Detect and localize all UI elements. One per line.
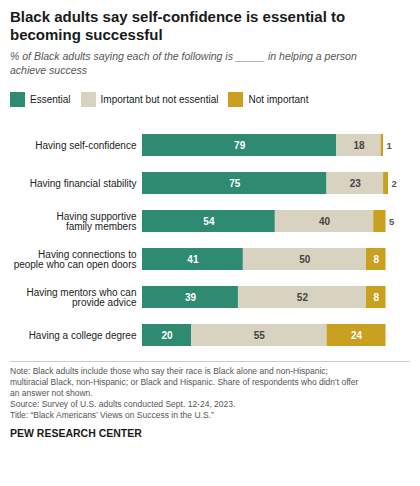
- html-text:% of Black adults saying each: % of Black adults saying each of the fol…: [10, 50, 357, 76]
- html-text:Important but not essential: Important but not essential: [100, 94, 219, 106]
- svg-text:8: 8: [373, 254, 379, 265]
- svg-text:79: 79: [234, 140, 246, 151]
- html-text:PEW RESEARCH CENTER: PEW RESEARCH CENTER: [10, 426, 142, 439]
- svg-text:8: 8: [373, 292, 379, 303]
- svg-text:39: 39: [185, 292, 197, 303]
- html-text:Not important: Not important: [248, 94, 309, 106]
- svg-text:23: 23: [350, 178, 362, 189]
- svg-text:50: 50: [299, 254, 311, 265]
- svg-text:Having a college degree: Having a college degree: [29, 330, 137, 341]
- svg-text:55: 55: [254, 330, 266, 341]
- html-text:Black adults say self-confiden: Black adults say self-confidence is esse…: [10, 8, 346, 43]
- svg-text:1: 1: [387, 140, 393, 151]
- html-text:Note: Black adults include tho: Note: Black adults include those who say…: [10, 366, 359, 421]
- svg-text:18: 18: [353, 140, 365, 151]
- svg-text:52: 52: [297, 292, 309, 303]
- svg-text:75: 75: [229, 178, 241, 189]
- svg-text:Having self-confidence: Having self-confidence: [35, 140, 137, 151]
- html-text:Essential: Essential: [30, 94, 71, 106]
- svg-text:20: 20: [162, 330, 174, 341]
- svg-text:41: 41: [187, 254, 199, 265]
- svg-text:Having supportivefamily member: Having supportivefamily members: [56, 211, 136, 232]
- svg-text:5: 5: [389, 216, 395, 227]
- svg-text:54: 54: [203, 216, 215, 227]
- svg-text:Having connections topeople wh: Having connections topeople who can open…: [14, 249, 137, 270]
- svg-text:2: 2: [392, 178, 397, 189]
- svg-text:Having financial stability: Having financial stability: [30, 178, 137, 189]
- svg-text:40: 40: [319, 216, 331, 227]
- svg-text:Having mentors who canprovide: Having mentors who canprovide advice: [26, 287, 136, 308]
- svg-text:24: 24: [351, 330, 363, 341]
